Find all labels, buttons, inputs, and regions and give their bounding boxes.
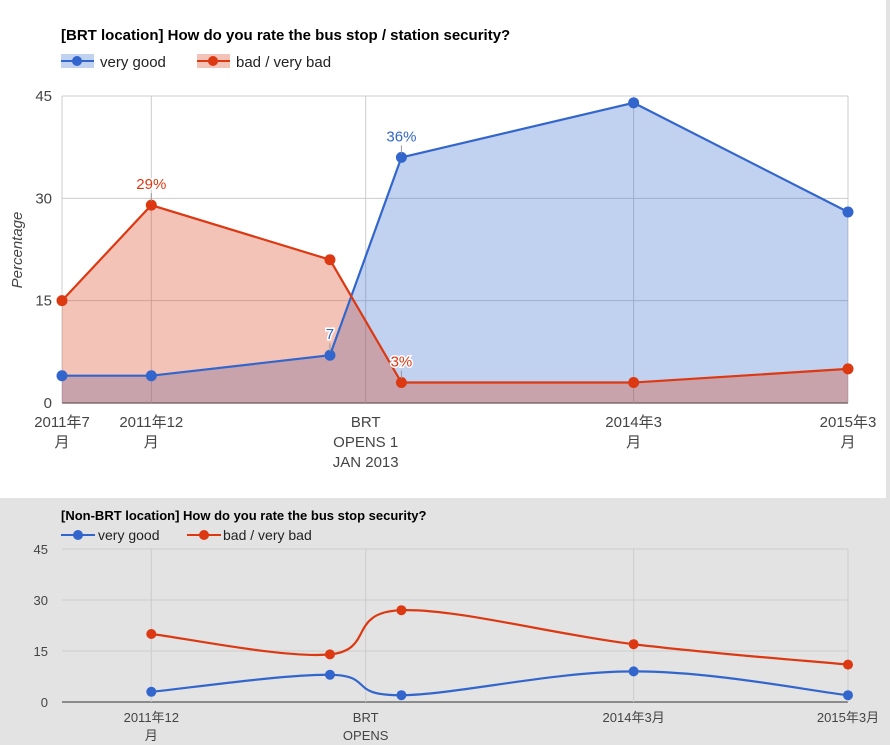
series-lines xyxy=(151,609,849,697)
data-point-very-good[interactable] xyxy=(56,370,68,382)
data-annotation: 7 xyxy=(326,326,334,343)
y-tick-label: 0 xyxy=(41,695,48,710)
legend-label: very good xyxy=(98,527,159,543)
y-tick-label: 15 xyxy=(34,644,48,659)
gridlines xyxy=(61,95,849,404)
y-tick-label: 30 xyxy=(34,593,48,608)
data-annotation: 29% xyxy=(136,176,166,193)
y-tick-label: 45 xyxy=(34,542,48,557)
y-tick-label: 0 xyxy=(44,395,52,412)
data-annotation: 36% xyxy=(386,128,416,145)
x-axis-ticks: 2011年7 月 2011年12 月 BRT OPENS 1 JAN 2013 2014年3 月… xyxy=(34,414,876,471)
series-line-bad xyxy=(151,609,849,666)
x-tick-label: 2014年3月 xyxy=(603,710,665,725)
legend-label: bad / very bad xyxy=(223,527,312,543)
data-points xyxy=(146,605,853,701)
data-point-very-good[interactable] xyxy=(145,370,157,382)
y-tick-label: 15 xyxy=(35,293,52,310)
legend: very good bad / very bad xyxy=(61,527,312,543)
data-point-bad[interactable] xyxy=(843,659,853,670)
panel-edge xyxy=(886,0,890,498)
data-point-very-good[interactable] xyxy=(842,206,854,218)
non-brt-chart: [Non-BRT location] How do you rate the b… xyxy=(34,508,880,743)
non-brt-chart-panel: [Non-BRT location] How do you rate the b… xyxy=(0,498,890,745)
series-line-bad xyxy=(61,203,849,384)
legend-label: bad / very bad xyxy=(236,54,331,71)
data-point-very-good[interactable] xyxy=(628,666,639,677)
data-point-very-good[interactable] xyxy=(628,97,640,109)
data-point-bad[interactable] xyxy=(324,649,335,660)
y-axis-label: Percentage xyxy=(9,212,26,289)
data-point-bad[interactable] xyxy=(628,377,640,389)
data-annotations: 7 36% 29% 3% xyxy=(135,127,418,379)
area-very-good xyxy=(62,102,848,404)
legend-item-bad[interactable]: bad / very bad xyxy=(187,527,312,543)
y-axis-ticks: 0 15 30 45 xyxy=(35,88,52,412)
data-point-bad[interactable] xyxy=(842,363,854,375)
brt-chart-panel: [BRT location] How do you rate the bus s… xyxy=(9,0,890,498)
data-point-bad[interactable] xyxy=(628,639,639,650)
series-line-very-good xyxy=(151,670,849,697)
chart-title: [BRT location] How do you rate the bus s… xyxy=(61,27,510,44)
x-tick-label: BRT OPENS xyxy=(343,710,389,743)
series-areas xyxy=(62,102,848,404)
x-axis-ticks: 2011年12 月 BRT OPENS 2014年3月 2015年3月 xyxy=(124,710,879,743)
series-line-very-good xyxy=(62,101,849,377)
chart-title: [Non-BRT location] How do you rate the b… xyxy=(61,508,427,523)
y-axis-ticks: 0 15 30 45 xyxy=(34,542,48,710)
data-annotation: 3% xyxy=(391,354,413,371)
legend: very good bad / very bad xyxy=(61,54,331,71)
series-lines xyxy=(61,101,849,384)
brt-chart: [BRT location] How do you rate the bus s… xyxy=(9,27,876,471)
x-tick-label: 2015年3月 xyxy=(817,710,879,725)
data-point-bad[interactable] xyxy=(56,295,68,307)
x-tick-label: BRT OPENS 1 JAN 2013 xyxy=(333,414,399,471)
data-point-very-good[interactable] xyxy=(324,349,336,361)
y-tick-label: 30 xyxy=(35,190,52,207)
data-point-very-good[interactable] xyxy=(324,669,335,680)
x-tick-label: 2011年7 月 xyxy=(34,414,90,451)
x-tick-label: 2011年12 月 xyxy=(119,414,183,451)
legend-item-very-good[interactable]: very good xyxy=(61,527,159,543)
legend-label: very good xyxy=(100,54,166,71)
data-point-bad[interactable] xyxy=(146,629,157,639)
legend-item-very-good[interactable]: very good xyxy=(61,54,166,71)
data-point-very-good[interactable] xyxy=(146,686,157,697)
x-tick-label: 2011年12 月 xyxy=(124,710,179,743)
legend-item-bad[interactable]: bad / very bad xyxy=(197,54,331,71)
data-point-bad[interactable] xyxy=(395,377,407,389)
data-point-bad[interactable] xyxy=(324,254,336,266)
data-point-very-good[interactable] xyxy=(843,690,853,701)
y-tick-label: 45 xyxy=(35,88,52,105)
data-points xyxy=(56,97,854,389)
data-point-bad[interactable] xyxy=(145,199,157,211)
data-point-very-good[interactable] xyxy=(396,690,407,701)
data-point-very-good[interactable] xyxy=(395,151,407,163)
area-bad xyxy=(62,205,848,403)
data-point-bad[interactable] xyxy=(396,605,407,616)
